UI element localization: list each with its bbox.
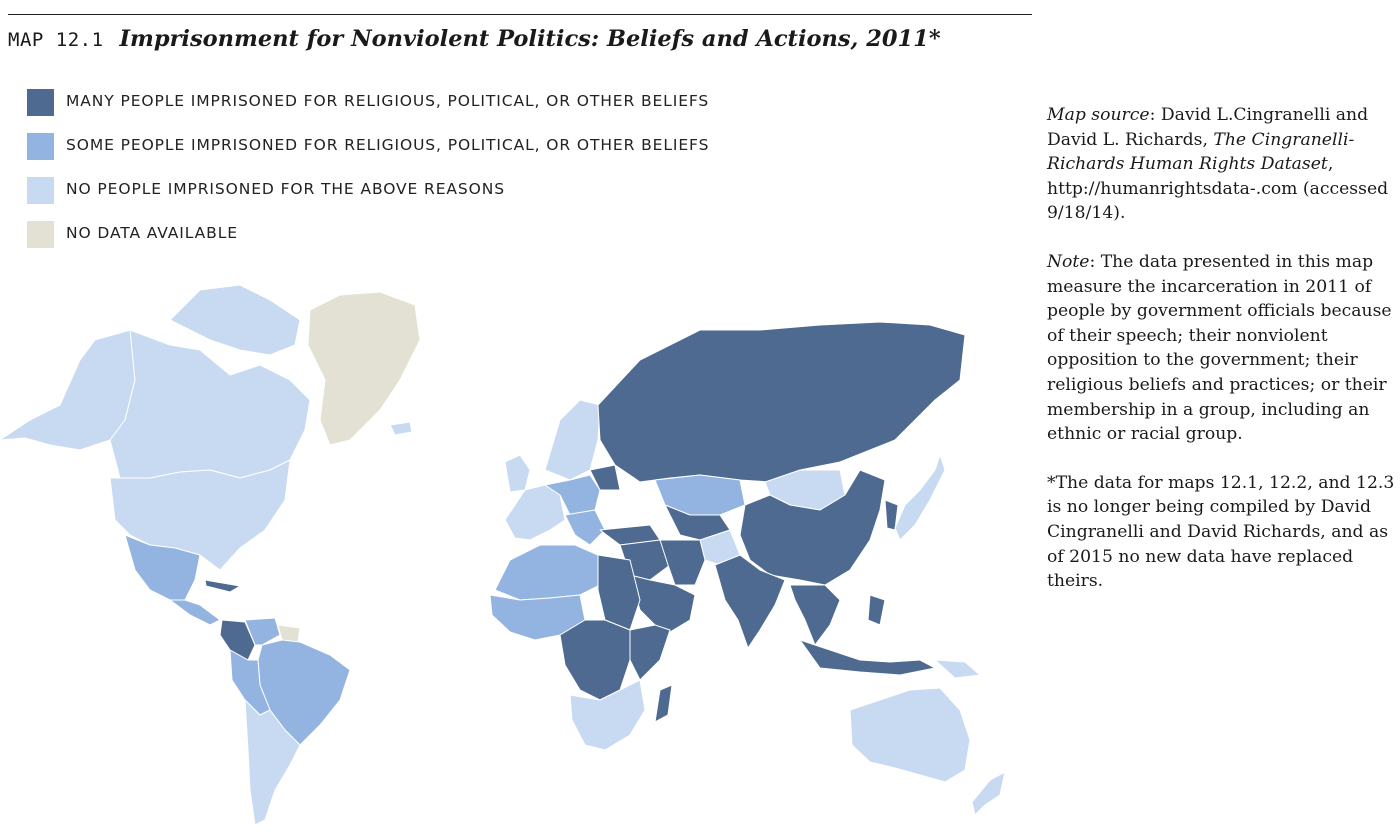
southern-africa-region [569,679,646,751]
indonesia-region [799,639,936,676]
southeast-asia-region [789,584,841,646]
east-africa-region [629,624,671,681]
legend-swatch-none [27,177,54,204]
legend-label-some: SOME PEOPLE IMPRISONED FOR RELIGIOUS, PO… [66,136,710,154]
map-source-label: Map source [1047,105,1150,125]
central-europe-region [544,474,601,516]
legend-label-no-data: NO DATA AVAILABLE [66,224,238,242]
side-notes: Map source: David L.Cingranelli and Davi… [1047,103,1395,618]
madagascar-region [654,684,673,723]
russia-region [597,321,966,483]
legend-swatch-many [27,89,54,116]
legend-label-many: MANY PEOPLE IMPRISONED FOR RELIGIOUS, PO… [66,92,710,110]
central-africa-region [559,619,631,701]
mexico-region [124,534,201,601]
alaska-region [0,329,136,451]
central-america-region [169,599,221,626]
guianas-region [277,624,301,643]
balkans-region [564,509,606,546]
data-note: Note: The data presented in this map mea… [1047,250,1395,447]
north-america-group [0,284,311,626]
europe-group [307,291,661,546]
map-title-row: MAP 12.1 Imprisonment for Nonviolent Pol… [8,26,941,60]
iceland-region [389,421,413,436]
iran-region [659,539,706,586]
new-zealand-region [971,771,1006,816]
india-region [714,554,786,649]
korea-region [884,499,899,531]
papua-new-guinea-region [934,659,981,679]
note-text: : The data presented in this map measure… [1047,251,1392,445]
china-region [739,469,886,586]
cuba-region [204,579,241,593]
canadian-arctic-islands-region [169,284,301,356]
canada-region [109,329,311,479]
footnote: *The data for maps 12.1, 12.2, and 12.3 … [1047,472,1395,592]
top-rule [8,14,1032,15]
philippines-region [867,594,886,626]
legend-label-none: NO PEOPLE IMPRISONED FOR THE ABOVE REASO… [66,180,505,198]
world-map [0,284,1006,826]
north-africa-west-region [494,544,601,601]
map-source-text-2: , http://humanrightsdata-.com (accessed … [1047,154,1389,224]
map-source-note: Map source: David L.Cingranelli and Davi… [1047,103,1395,226]
map-title: Imprisonment for Nonviolent Politics: Be… [119,26,941,52]
map-number-label: MAP 12.1 [8,29,104,51]
legend-swatch-no-data [27,221,54,248]
southern-cone-region [244,699,301,826]
note-label: Note [1047,251,1090,272]
japan-region [894,454,946,541]
south-america-group [219,617,351,826]
venezuela-region [244,617,281,646]
western-europe-region [504,484,566,541]
uk-ireland-region [504,454,531,493]
usa-region [109,459,291,571]
oceania-group [849,687,1006,816]
legend-swatch-some [27,133,54,160]
asia-group [597,321,981,679]
australia-region [849,687,971,783]
arabia-region [629,574,696,636]
belarus-region [589,464,621,491]
scandinavia-region [544,399,601,481]
map-source-dataset-title: The Cingranelli-Richards Human Rights Da… [1047,129,1355,175]
africa-group [489,544,673,751]
greenland-region [307,291,421,446]
map-source-text-1: : David L.Cingranelli and David L. Richa… [1047,105,1369,150]
